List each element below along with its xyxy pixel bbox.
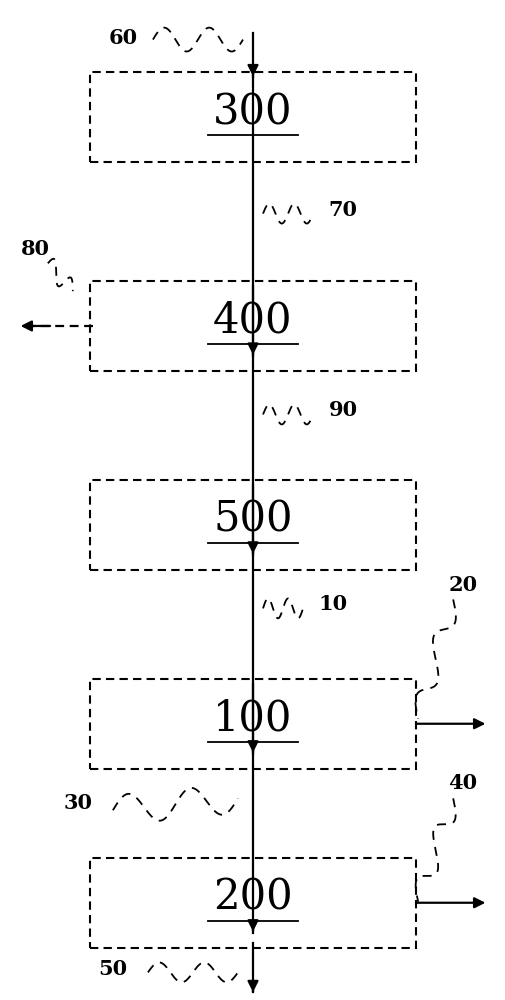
Text: 30: 30 — [63, 793, 92, 813]
Text: 200: 200 — [213, 877, 292, 919]
FancyBboxPatch shape — [90, 281, 415, 371]
Text: 500: 500 — [213, 499, 292, 541]
Text: 50: 50 — [98, 959, 127, 979]
Text: 40: 40 — [448, 773, 477, 793]
FancyBboxPatch shape — [90, 858, 415, 948]
Text: 90: 90 — [328, 400, 357, 420]
FancyBboxPatch shape — [90, 679, 415, 768]
Text: 10: 10 — [318, 594, 347, 614]
Text: 80: 80 — [21, 239, 49, 259]
FancyBboxPatch shape — [90, 72, 415, 162]
Text: 300: 300 — [213, 91, 292, 133]
Text: 100: 100 — [213, 698, 292, 740]
FancyBboxPatch shape — [90, 480, 415, 570]
Text: 400: 400 — [213, 300, 292, 342]
Text: 70: 70 — [328, 200, 357, 220]
Text: 60: 60 — [108, 28, 137, 48]
Text: 20: 20 — [448, 575, 477, 595]
